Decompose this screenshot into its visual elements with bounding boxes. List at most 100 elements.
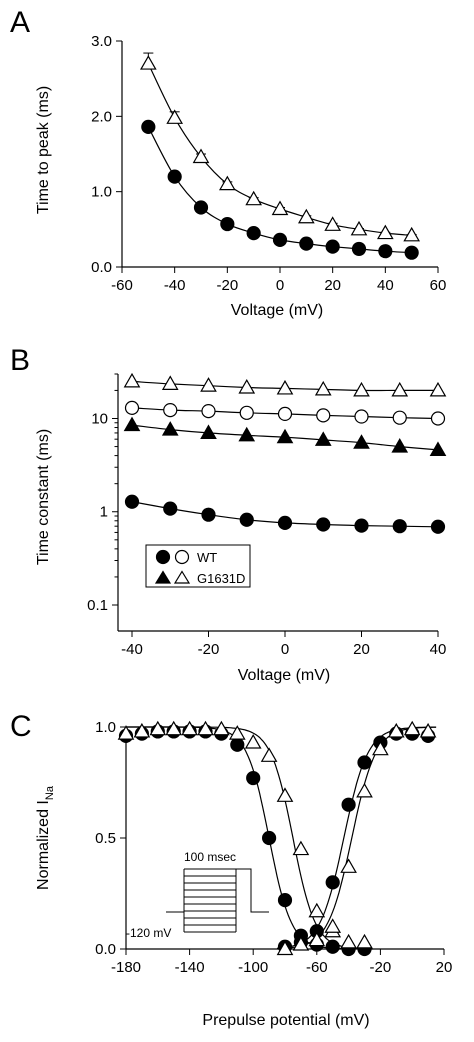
data-point-open-triangle [213, 720, 230, 736]
fit-curve [276, 726, 437, 950]
panel-b-y-tick-label-1: 1 [100, 504, 108, 521]
data-point-filled-circle [299, 236, 314, 251]
data-point-open-triangle [271, 200, 289, 216]
legend-label-wt: WT [197, 550, 217, 565]
panel-a-ticks: -60 -40 -20 0 20 40 60 0.0 1.0 2.0 3.0 [91, 33, 446, 294]
data-point-open-triangle [324, 216, 342, 231]
data-point-open-triangle [308, 902, 326, 918]
data-point-filled-circle [163, 501, 178, 516]
panel-c-y-axis-title: Normalized INa [35, 785, 56, 890]
panel-c-chart: -180 -140 -100 -60 -20 20 0.0 0.5 1.0 100 msec -… [35, 719, 452, 1029]
data-point-open-circle [239, 405, 254, 420]
data-point-open-triangle [340, 933, 357, 949]
panel-c-x-tick-label-140: -140 [175, 959, 205, 976]
data-point-open-circle [316, 408, 331, 423]
fit-curve [276, 726, 437, 949]
data-point-open-triangle [228, 725, 246, 740]
data-point-open-triangle [297, 208, 315, 224]
data-point-open-circle [430, 411, 446, 426]
data-point-open-circle [392, 410, 407, 425]
data-point-filled-circle [124, 494, 140, 509]
data-point-open-triangle [276, 379, 294, 395]
data-point-open-circle [277, 406, 293, 422]
data-point-open-triangle [403, 226, 421, 242]
panel-c-ticks: -180 -140 -100 -60 -20 20 0.0 0.5 1.0 [95, 719, 452, 976]
data-point-open-triangle [340, 858, 357, 873]
panel-a-y-tick-label-0-0: 0.0 [91, 259, 112, 276]
panel-letter-b: B [10, 344, 30, 377]
data-point-open-triangle [200, 377, 217, 392]
data-point-open-circle [124, 400, 140, 415]
panel-a-data-marks [139, 52, 421, 260]
panel-c-y-tick-label-0-0: 0.0 [95, 941, 116, 958]
data-point-open-triangle [276, 787, 294, 802]
panel-c-y-tick-label-1-0: 1.0 [95, 719, 116, 736]
data-point-filled-triangle [353, 434, 370, 449]
panel-b-x-axis-title: Voltage (mV) [238, 667, 330, 684]
panel-a-x-tick-label-0: 0 [276, 277, 284, 294]
data-point-filled-triangle [161, 421, 179, 436]
data-point-filled-triangle [391, 438, 409, 453]
data-point-open-triangle [149, 720, 167, 736]
panel-a-x-tick-label-20: -20 [216, 277, 238, 294]
data-point-filled-circle [141, 119, 156, 134]
data-point-open-triangle [314, 380, 332, 396]
data-point-filled-circle [430, 519, 446, 534]
panel-c-x-tick-label-100: -100 [238, 959, 268, 976]
panel-a-y-tick-label-2-0: 2.0 [91, 108, 112, 125]
panel-a-x-tick-label-20: 20 [324, 277, 341, 294]
data-point-filled-triangle [200, 424, 217, 440]
data-point-filled-circle [230, 737, 245, 752]
panel-c-x-tick-label-60: -60 [306, 959, 328, 976]
panel-b-y-tick-label-10: 10 [91, 410, 108, 427]
panel-a-x-tick-label-60: 60 [430, 277, 447, 294]
data-point-filled-circle [201, 507, 216, 522]
data-point-filled-triangle [314, 431, 332, 446]
data-point-filled-circle [239, 512, 254, 527]
data-point-open-triangle [292, 936, 310, 951]
data-point-open-triangle [197, 720, 214, 736]
panel-b-legend-box [145, 544, 251, 588]
panel-a-x-axis-title: Voltage (mV) [231, 302, 323, 319]
panel-b-y-axis-title: Time constant (ms) [35, 429, 52, 565]
panel-a-chart: -60 -40 -20 0 20 40 60 0.0 1.0 2.0 3.0 Voltage (mV… [35, 33, 446, 319]
data-point-open-triangle [123, 372, 141, 388]
data-point-filled-circle [246, 226, 261, 241]
panel-a-fit-curves [147, 63, 412, 254]
fit-curve [126, 726, 373, 950]
data-point-open-triangle [181, 720, 198, 736]
data-point-open-triangle [139, 55, 157, 70]
panel-b-axes [117, 374, 438, 632]
data-point-open-triangle [376, 224, 394, 240]
panel-a-y-axis-title: Time to peak (ms) [35, 86, 52, 214]
data-point-filled-circle [220, 216, 235, 232]
protocol-test-pulse [236, 868, 269, 913]
legend-marker-g1631d-open-triangle [173, 570, 191, 584]
data-point-open-triangle [353, 381, 370, 397]
data-point-open-triangle [117, 725, 135, 740]
data-point-open-triangle [260, 747, 278, 762]
data-point-open-triangle [387, 722, 405, 738]
data-point-filled-circle [193, 200, 209, 215]
data-point-open-triangle [133, 722, 151, 738]
legend-label-g1631d: G1631D [197, 571, 245, 586]
data-point-filled-circle [262, 830, 277, 846]
data-point-open-triangle [429, 381, 447, 397]
data-point-open-triangle [419, 722, 437, 738]
data-point-filled-circle [277, 893, 293, 908]
panel-a-y-tick-label-3-0: 3.0 [91, 33, 112, 50]
panel-b-fit-curves [131, 380, 439, 528]
panel-c-y-axis-title-main: Normalized I [35, 800, 52, 890]
data-point-filled-circle [325, 875, 340, 890]
data-point-filled-circle [272, 232, 288, 247]
panel-a-x-tick-label-40: 40 [377, 277, 394, 294]
data-point-filled-circle [404, 245, 419, 260]
panel-b-legend: WT G1631D [145, 544, 251, 588]
panel-c-x-tick-label-180: -180 [111, 959, 141, 976]
data-point-filled-circle [167, 169, 182, 184]
data-point-filled-circle [325, 939, 340, 954]
panel-a-x-tick-label-60: -60 [111, 277, 133, 294]
data-point-filled-circle [378, 244, 393, 259]
panel-c-y-tick-label-0-5: 0.5 [95, 830, 116, 847]
panel-a-y-tick-label-1-0: 1.0 [91, 184, 112, 201]
